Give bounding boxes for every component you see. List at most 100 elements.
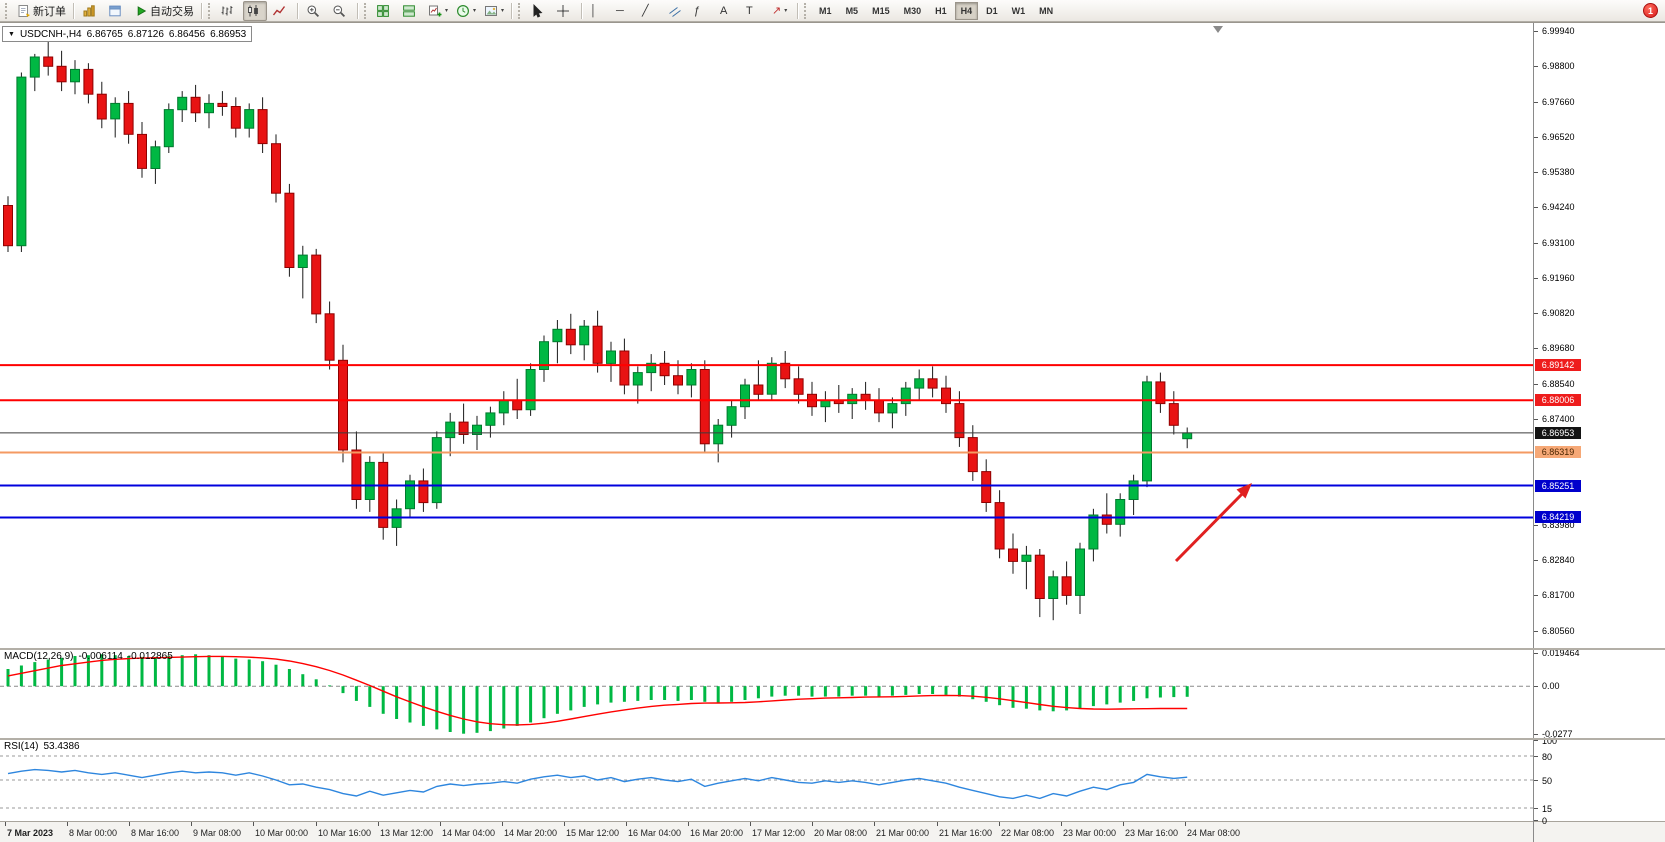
equidistant-channel-button[interactable] xyxy=(665,1,689,21)
new-chart-icon xyxy=(429,5,442,16)
time-axis-tick xyxy=(1123,822,1124,826)
dropdown-caret-icon: ▾ xyxy=(784,8,788,14)
rsi-axis-label: 15 xyxy=(1542,804,1553,814)
text-label-button[interactable]: T xyxy=(743,1,767,21)
time-axis-label: 13 Mar 12:00 xyxy=(380,828,434,838)
new-order-button[interactable]: 新订单 xyxy=(14,1,69,21)
indicator-list-button[interactable] xyxy=(79,1,103,21)
time-axis-label: 14 Mar 04:00 xyxy=(442,828,496,838)
chart-window-border xyxy=(0,22,1665,23)
price-axis-tick xyxy=(1534,31,1538,32)
trendline-button[interactable]: ╱ xyxy=(639,1,663,21)
rsi-value: 53.4386 xyxy=(43,741,80,752)
price-axis-tick xyxy=(1534,419,1538,420)
dropdown-caret-icon: ▾ xyxy=(445,8,449,14)
vertical-line-button[interactable]: │ xyxy=(587,1,611,21)
toolbar-separator xyxy=(73,2,75,19)
time-axis-tick xyxy=(937,822,938,826)
chart-high-value: 6.87126 xyxy=(127,28,164,40)
timeframe-mn-button[interactable]: MN xyxy=(1039,5,1054,16)
time-axis-tick xyxy=(191,822,192,826)
time-axis-label: 8 Mar 00:00 xyxy=(69,828,118,838)
zoom-out-icon xyxy=(333,5,346,17)
channel-icon xyxy=(669,6,681,17)
resistance-line-2-price-tag: 6.88006 xyxy=(1535,394,1581,406)
toolbar-grip[interactable] xyxy=(5,2,9,19)
macd-panel[interactable] xyxy=(0,650,1533,738)
text-button[interactable]: A xyxy=(717,1,741,21)
data-window-button[interactable] xyxy=(105,1,129,21)
timeframe-h1-button[interactable]: H1 xyxy=(935,5,947,16)
fibonacci-button[interactable]: ƒ xyxy=(691,1,715,21)
macd-axis-label: 0.019464 xyxy=(1542,648,1580,658)
price-axis-tick xyxy=(1534,348,1538,349)
line-icon xyxy=(272,5,286,15)
candlestick-chart-button[interactable] xyxy=(243,0,267,21)
rsi-panel-separator[interactable] xyxy=(0,738,1665,740)
window-menu-icon[interactable]: ▼ xyxy=(8,30,15,38)
time-axis-tick xyxy=(129,822,130,826)
price-axis-label: 6.81700 xyxy=(1542,590,1575,600)
price-axis[interactable]: 6.99940 6.98800 6.97660 6.96520 6.95380 6.942… xyxy=(1534,23,1665,826)
autotrading-button[interactable]: 自动交易 xyxy=(131,1,197,21)
time-axis[interactable]: 7 Mar 2023 8 Mar 00:00 8 Mar 16:00 9 Mar 08… xyxy=(0,821,1665,842)
time-axis-tick xyxy=(626,822,627,826)
rsi-axis-label: 80 xyxy=(1542,752,1553,762)
price-axis-tick xyxy=(1534,137,1538,138)
price-axis-tick xyxy=(1534,243,1538,244)
rsi-axis-label: 100 xyxy=(1542,736,1558,746)
timeframe-d1-button[interactable]: D1 xyxy=(986,5,998,16)
price-axis-label: 6.99940 xyxy=(1542,26,1575,36)
time-axis-tick xyxy=(564,822,565,826)
timeframe-m30-button[interactable]: M30 xyxy=(903,5,922,16)
price-axis-tick xyxy=(1534,631,1538,632)
price-axis-label: 6.91960 xyxy=(1542,273,1575,283)
tile-windows-button[interactable] xyxy=(399,1,423,21)
candles-icon xyxy=(248,4,258,16)
new-chart-button[interactable]: ▾ xyxy=(425,1,451,21)
crosshair-button[interactable] xyxy=(553,1,577,21)
horizontal-line-button[interactable]: ─ xyxy=(613,1,637,21)
time-axis-label: 16 Mar 04:00 xyxy=(628,828,682,838)
auto-arrange-button[interactable] xyxy=(373,1,397,21)
macd-panel-separator[interactable] xyxy=(0,648,1665,650)
indicators-icon xyxy=(83,4,95,16)
line-chart-button[interactable] xyxy=(269,1,293,21)
trend-arrow-annotation[interactable] xyxy=(1174,483,1252,563)
templates-button[interactable]: ▾ xyxy=(481,1,507,21)
current-price-line-price-tag: 6.86953 xyxy=(1535,427,1581,439)
candlestick-chart[interactable] xyxy=(0,23,1533,648)
chart-shift-marker-icon[interactable] xyxy=(1213,26,1223,33)
toolbar-grip[interactable] xyxy=(208,2,212,19)
toolbar-grip[interactable] xyxy=(518,2,522,19)
tile-icon xyxy=(403,4,415,17)
clock-icon xyxy=(457,4,470,17)
price-axis-label: 6.90820 xyxy=(1542,308,1575,318)
price-axis-tick xyxy=(1534,172,1538,173)
time-axis-label: 7 Mar 2023 xyxy=(7,828,54,838)
cursor-button[interactable] xyxy=(527,1,551,21)
macd-axis-label: -0.0277 xyxy=(1542,729,1573,739)
macd-signal-line xyxy=(7,655,1188,726)
arrows-button[interactable]: ↗ ▾ xyxy=(769,1,793,21)
timeframe-m5-button[interactable]: M5 xyxy=(845,5,859,16)
bar-chart-button[interactable] xyxy=(217,1,241,21)
toolbar-grip[interactable] xyxy=(364,2,368,19)
zoom-out-button[interactable] xyxy=(329,1,353,21)
rsi-panel[interactable] xyxy=(0,740,1533,820)
new-order-icon xyxy=(18,4,30,17)
toolbar-separator xyxy=(581,2,584,19)
time-axis-label: 9 Mar 08:00 xyxy=(193,828,242,838)
price-axis-tick xyxy=(1534,313,1538,314)
toolbar-grip[interactable] xyxy=(804,2,808,19)
profiles-button[interactable]: ▾ xyxy=(453,1,479,21)
notifications-badge[interactable]: 1 xyxy=(1643,3,1658,18)
zoom-in-button[interactable] xyxy=(303,1,327,21)
timeframe-m15-button[interactable]: M15 xyxy=(872,5,890,16)
timeframe-w1-button[interactable]: W1 xyxy=(1011,5,1026,16)
timeframe-h4-button[interactable]: H4 xyxy=(954,1,979,20)
timeframe-m1-button[interactable]: M1 xyxy=(819,5,832,16)
time-axis-label: 10 Mar 16:00 xyxy=(318,828,372,838)
bid-line-price-tag: 6.86319 xyxy=(1535,446,1581,458)
time-axis-tick xyxy=(874,822,875,826)
